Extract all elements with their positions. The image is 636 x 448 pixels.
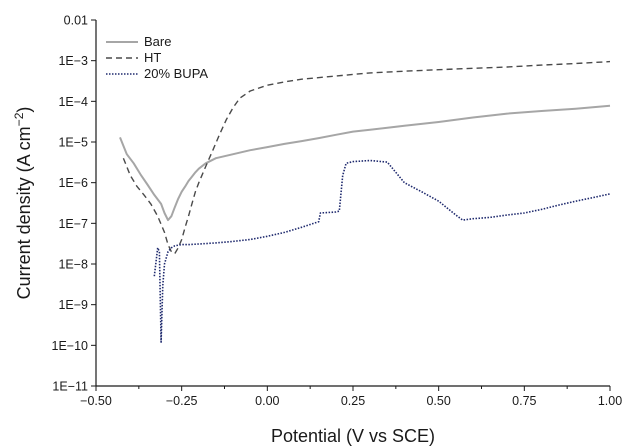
y-tick-label: 1E−6 xyxy=(58,176,88,190)
y-tick-label: 1E−5 xyxy=(58,136,88,150)
y-axis-title-close: ) xyxy=(14,107,34,113)
plot-area xyxy=(119,60,611,343)
series-line-20-bupa xyxy=(153,159,611,343)
legend-label-bare: Bare xyxy=(144,34,171,49)
y-axis-title-main: Current density (A cm xyxy=(14,126,34,299)
y-axis-title: Current density (A cm−2) xyxy=(12,107,34,300)
legend-item-ht: HT xyxy=(106,50,161,65)
legend-label-ht: HT xyxy=(144,50,161,65)
y-tick-label: 1E−4 xyxy=(58,95,88,109)
x-tick-label: 0.25 xyxy=(341,394,365,408)
y-ticks: 1E−11 1E−10 1E−9 1E−8 1E−7 1E−6 1E−5 1E−4 1E−3 0.… xyxy=(52,14,96,394)
x-tick-label: 0.75 xyxy=(512,394,536,408)
y-tick-label: 1E−9 xyxy=(58,298,88,312)
y-tick-label: 0.01 xyxy=(64,14,88,28)
legend-item-20pct-bupa: 20% BUPA xyxy=(106,66,208,81)
x-tick-label: 0.50 xyxy=(426,394,450,408)
y-tick-label: 1E−11 xyxy=(52,380,88,394)
legend-item-bare: Bare xyxy=(106,34,171,49)
x-ticks: −0.50 −0.25 0.00 0.25 0.50 0.75 1.00 xyxy=(80,386,622,408)
x-tick-label: 0.00 xyxy=(255,394,279,408)
x-tick-label: −0.25 xyxy=(166,394,198,408)
x-tick-label: 1.00 xyxy=(598,394,622,408)
series-line-bare xyxy=(119,104,611,222)
y-tick-label: 1E−10 xyxy=(52,339,89,353)
y-tick-label: 1E−8 xyxy=(58,258,88,272)
y-tick-label: 1E−7 xyxy=(58,217,88,231)
x-axis-title: Potential (V vs SCE) xyxy=(271,426,435,446)
series-line-ht xyxy=(122,60,611,255)
y-axis-title-superscript: −2 xyxy=(12,112,26,126)
y-tick-label: 1E−3 xyxy=(58,54,88,68)
x-tick-label: −0.50 xyxy=(80,394,112,408)
legend: Bare HT 20% BUPA xyxy=(106,34,208,81)
legend-label-20pct-bupa: 20% BUPA xyxy=(144,66,208,81)
series-layer xyxy=(119,60,611,343)
